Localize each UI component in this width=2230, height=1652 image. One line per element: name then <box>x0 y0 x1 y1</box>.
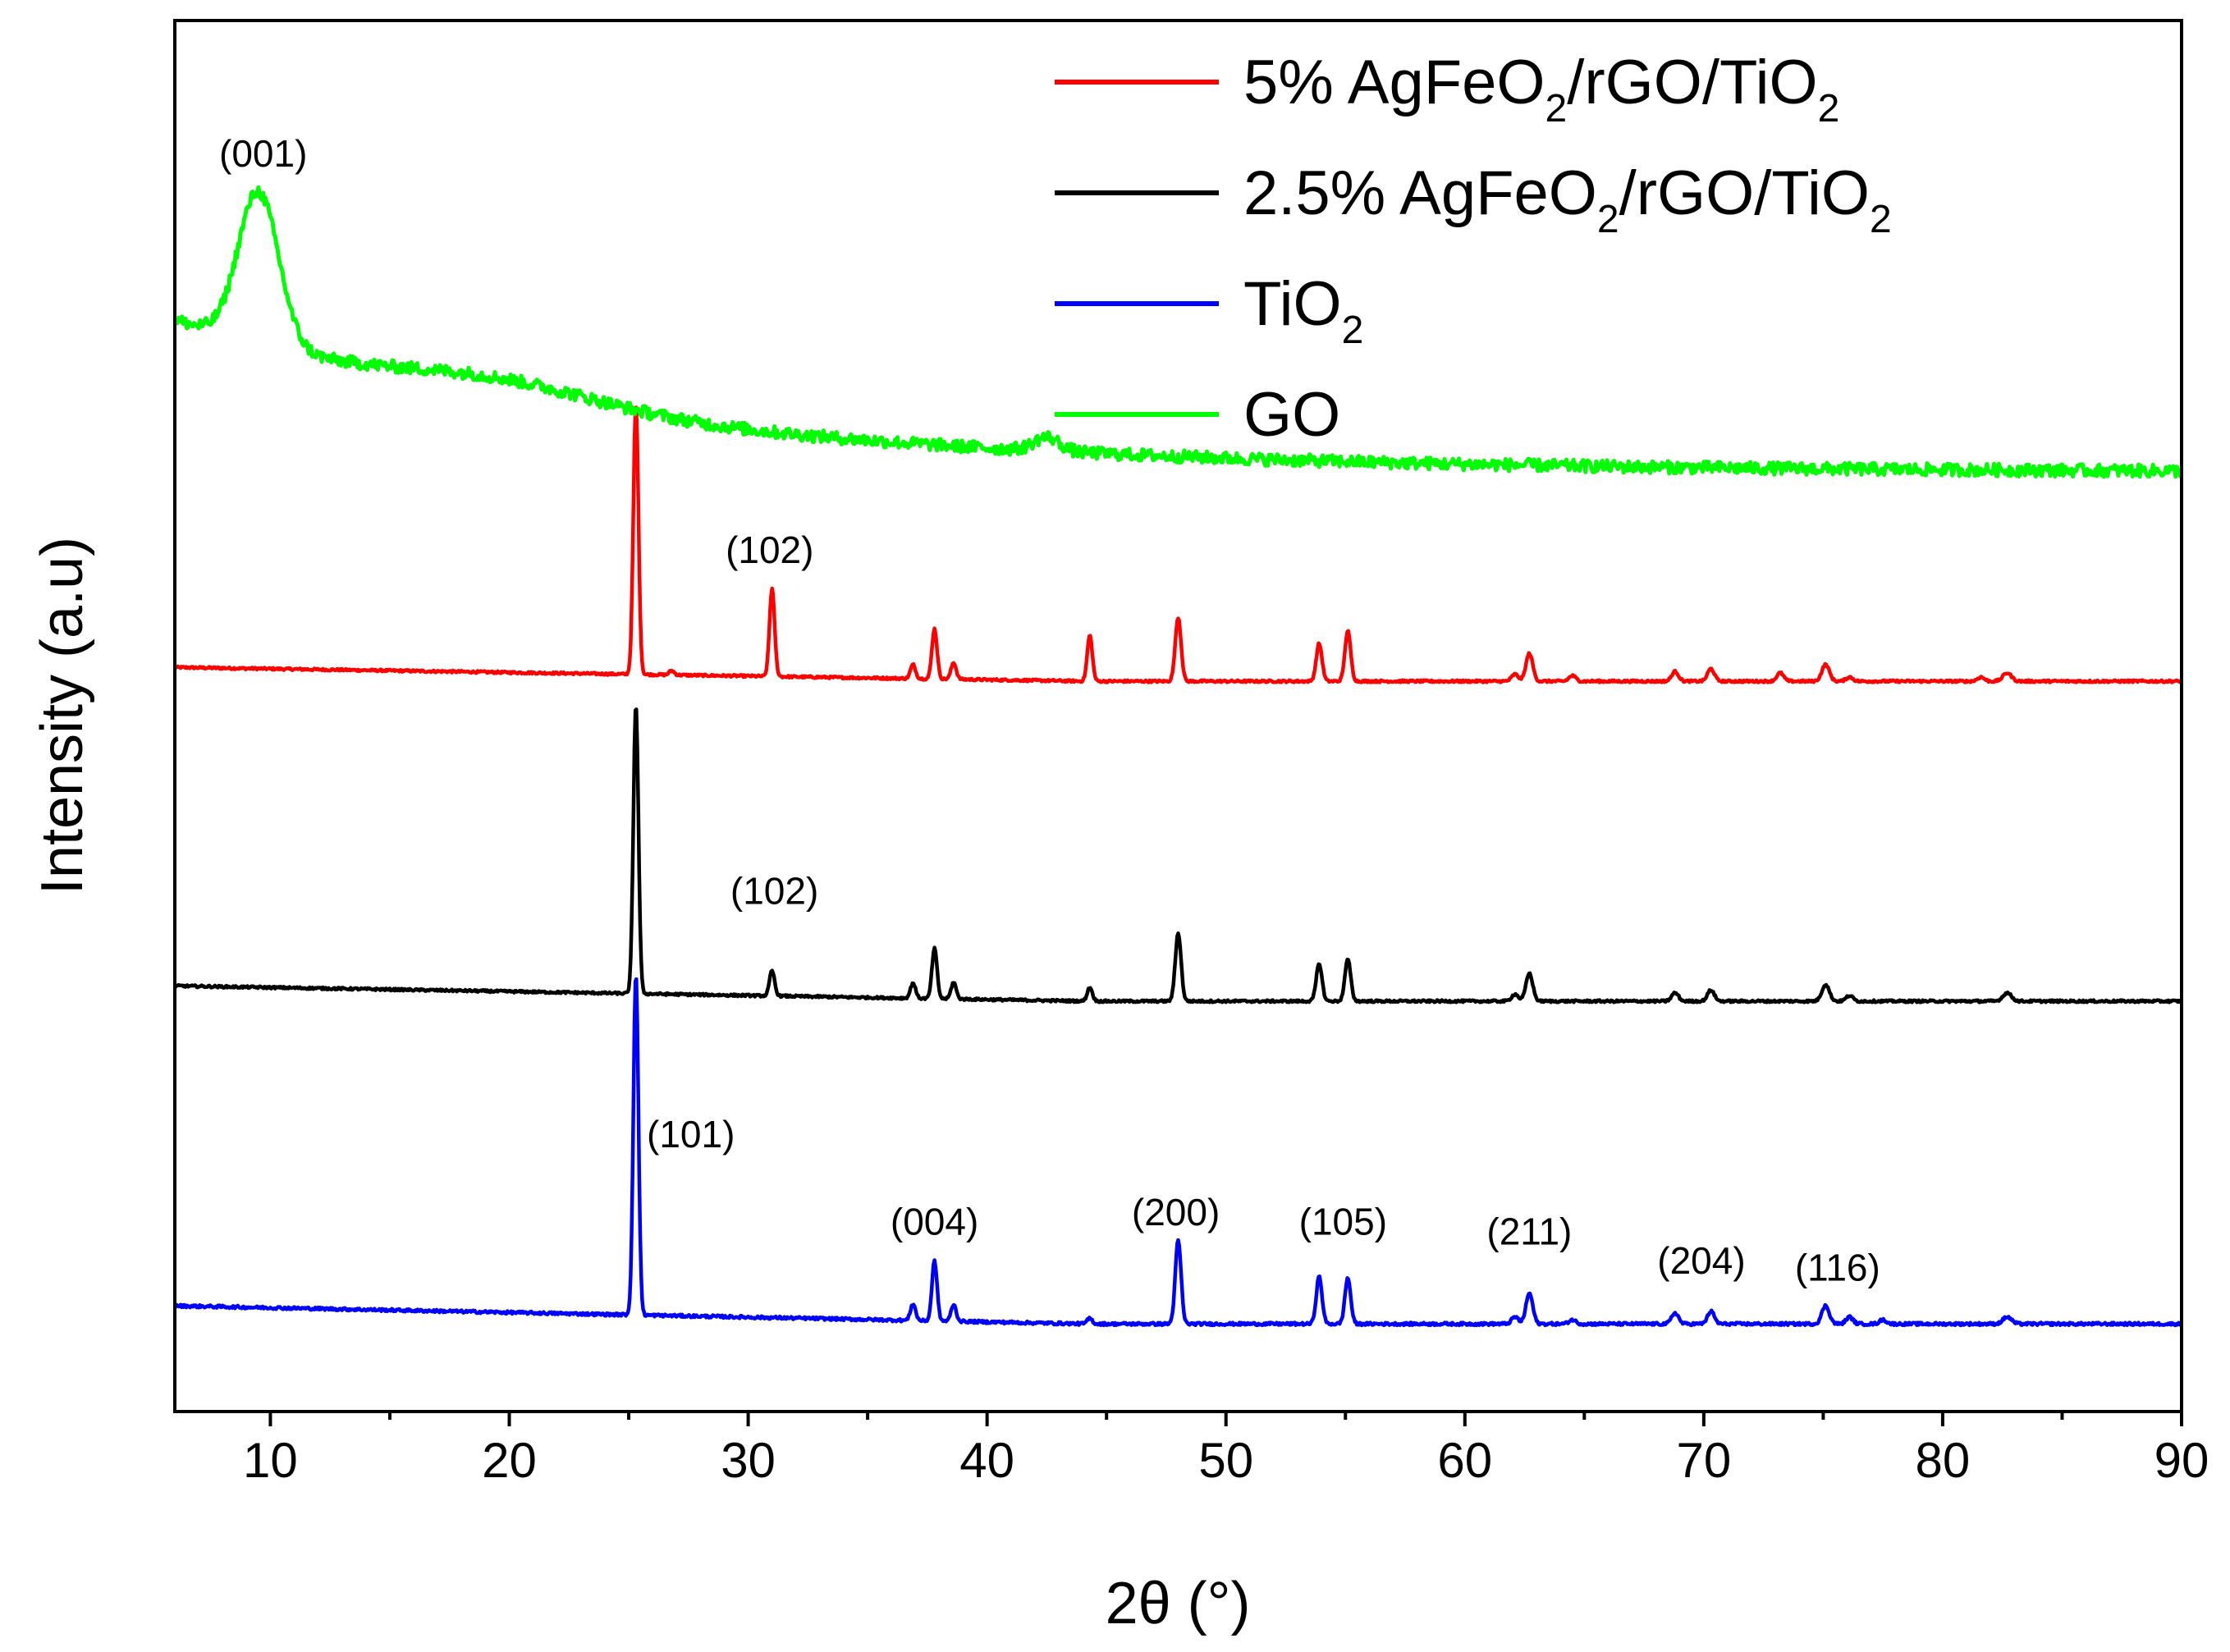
peak-annotation: (101) <box>647 1113 735 1155</box>
plot-frame <box>173 19 2183 1413</box>
peak-annotation: (001) <box>219 132 307 175</box>
series-line-2 <box>173 977 2183 1328</box>
peak-annotation: (200) <box>1132 1191 1220 1233</box>
x-tick-label: 20 <box>482 1433 537 1488</box>
x-tick-label: 80 <box>1916 1433 1971 1488</box>
y-axis-title: Intensity (a.u) <box>30 537 95 895</box>
annotation-layer: (001) (102) (102) (101) (004) (200) (105) (211)… <box>219 132 1880 1289</box>
peak-annotation: (004) <box>891 1201 978 1243</box>
x-tick-label: 90 <box>2154 1433 2209 1488</box>
peak-annotation: (204) <box>1657 1239 1745 1282</box>
x-tick-label: 10 <box>243 1433 298 1488</box>
x-tick-label: 40 <box>959 1433 1014 1488</box>
peak-annotation: (105) <box>1299 1201 1387 1243</box>
peak-annotation: (116) <box>1795 1247 1880 1289</box>
x-tick-label: 60 <box>1437 1433 1492 1488</box>
peak-annotation: (211) <box>1486 1210 1572 1253</box>
x-tick-label: 30 <box>721 1433 776 1488</box>
series-line-3 <box>173 185 2184 479</box>
legend-label: 2.5% AgFeO2/rGO/TiO2 <box>1243 158 1892 241</box>
x-tick-label: 70 <box>1676 1433 1731 1488</box>
legend-label: 5% AgFeO2/rGO/TiO2 <box>1243 48 1839 130</box>
legend-label: TiO2 <box>1243 269 1363 352</box>
series-line-0 <box>173 405 2183 684</box>
peak-annotation: (102) <box>726 529 813 571</box>
series-line-1 <box>173 707 2183 1004</box>
x-axis-title: 2θ (°) <box>1106 1571 1251 1636</box>
legend: 5% AgFeO2/rGO/TiO2 2.5% AgFeO2/rGO/TiO2 Ti… <box>1055 48 1892 450</box>
peak-annotation: (102) <box>730 869 818 912</box>
x-axis-ticks: 10 20 30 40 50 60 70 80 90 <box>243 1412 2209 1488</box>
series-layer <box>173 185 2184 1328</box>
legend-label: GO <box>1243 380 1340 450</box>
x-tick-label: 50 <box>1198 1433 1253 1488</box>
